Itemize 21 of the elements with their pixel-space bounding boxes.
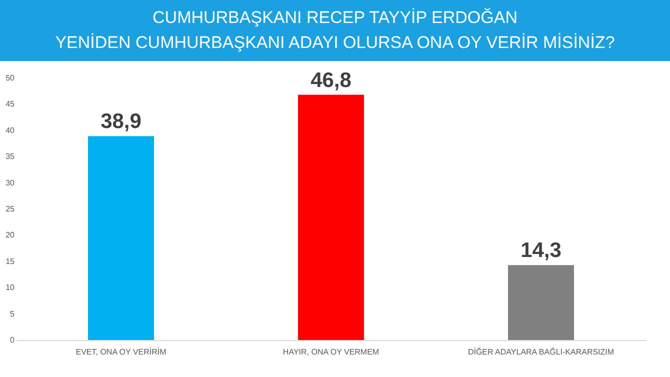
x-tick-label: HAYIR, ONA OY VERMEM (282, 348, 380, 356)
y-tick-label: 45 (6, 100, 16, 109)
bar (508, 265, 574, 340)
x-tick-label: DİĞER ADAYLARA BAĞLI-KARARSIZIM (468, 348, 614, 356)
y-tick-label: 50 (6, 74, 16, 82)
bar (298, 94, 364, 340)
data-label: 14,3 (520, 239, 562, 262)
y-tick-label: 25 (6, 204, 16, 214)
data-label: 46,8 (310, 68, 352, 92)
y-tick-label: 30 (6, 178, 16, 188)
y-tick-label: 40 (6, 126, 16, 135)
y-tick-label: 0 (10, 336, 16, 344)
chart-title: CUMHURBAŞKANI RECEP TAYYİP ERDOĞAN YENİDEN CUMHURBAŞKANI ADAYI OLURSA ONA OY VERİR MİSİNİZ? (54, 7, 616, 54)
bar (88, 136, 154, 340)
y-tick-label: 5 (10, 309, 16, 318)
y-tick-label: 35 (6, 152, 16, 162)
data-label: 38,9 (100, 110, 142, 134)
x-tick-label: EVET, ONA OY VERİRİM (76, 348, 167, 356)
y-tick-label: 15 (6, 256, 16, 266)
y-tick-label: 10 (6, 283, 16, 292)
y-tick-label: 20 (6, 230, 16, 240)
